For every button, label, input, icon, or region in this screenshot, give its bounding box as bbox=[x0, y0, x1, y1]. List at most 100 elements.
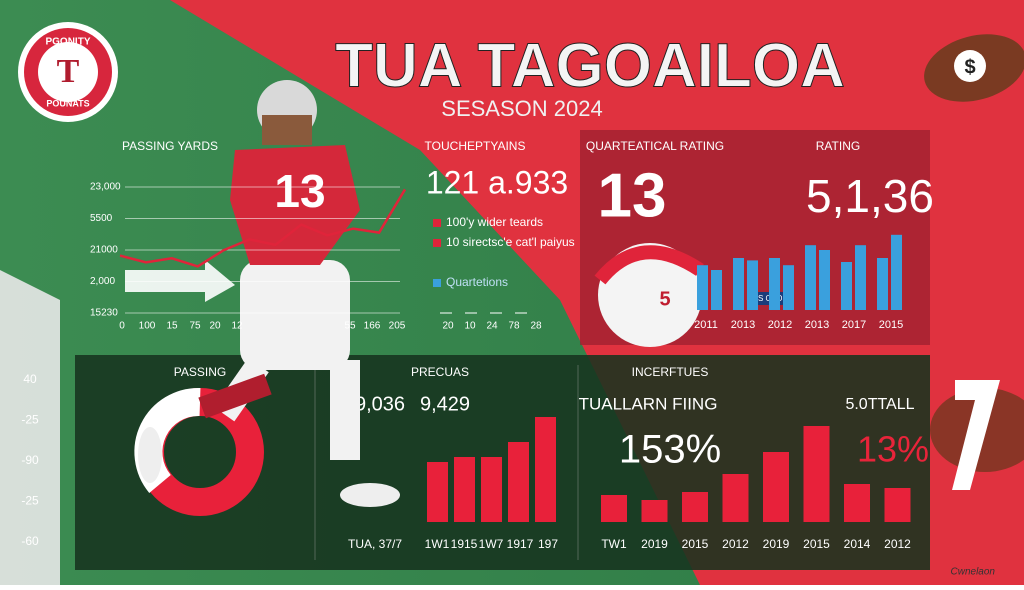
legend-swatch bbox=[433, 219, 441, 227]
bar bbox=[844, 484, 870, 522]
bar bbox=[805, 245, 816, 310]
football-2 bbox=[930, 380, 1024, 490]
legend-swatch bbox=[433, 279, 441, 287]
label: 15 bbox=[166, 321, 178, 332]
label: 2013 bbox=[731, 319, 755, 331]
bar bbox=[481, 457, 502, 522]
bar bbox=[733, 258, 744, 310]
svg-text:$: $ bbox=[964, 56, 975, 78]
logo: PGONITY T POUNATS bbox=[18, 22, 118, 122]
panel-label: TOUCHEPTYAINS bbox=[425, 139, 526, 153]
bar bbox=[601, 495, 627, 522]
big-number: 5,1,36 bbox=[806, 170, 934, 222]
label: 10 bbox=[464, 321, 476, 332]
bar bbox=[747, 260, 758, 310]
label: 5500 bbox=[90, 213, 113, 224]
subtitle: SESASON 2024 bbox=[441, 96, 602, 121]
bar bbox=[783, 265, 794, 310]
label: 2011 bbox=[694, 319, 718, 331]
bar bbox=[641, 500, 668, 522]
left-stripe bbox=[0, 270, 60, 585]
label: 166 bbox=[364, 321, 381, 332]
label: -25 bbox=[21, 494, 39, 508]
legend-swatch bbox=[433, 239, 441, 247]
number: 9,036 bbox=[355, 393, 405, 415]
label: 0 bbox=[119, 321, 125, 332]
label: 100'y wider teards bbox=[446, 215, 543, 229]
label: 2012 bbox=[722, 537, 749, 551]
label: 2013 bbox=[805, 319, 829, 331]
bar bbox=[769, 258, 780, 310]
bar bbox=[855, 245, 866, 310]
football: $ bbox=[924, 34, 1024, 102]
panel-label: INCERFTUES bbox=[632, 365, 709, 379]
panel-label: RATING bbox=[816, 139, 860, 153]
label: 1W7 bbox=[479, 537, 504, 551]
bar bbox=[877, 258, 888, 310]
label: 2015 bbox=[803, 537, 830, 551]
label: -60 bbox=[21, 534, 39, 548]
bar bbox=[819, 250, 830, 310]
label: 23,000 bbox=[90, 182, 121, 193]
label: 75 bbox=[189, 321, 201, 332]
big-number: 13% bbox=[857, 429, 929, 470]
panel-label: QUARTEATICAL RATING bbox=[586, 139, 724, 153]
label: 2015 bbox=[879, 319, 903, 331]
bar bbox=[891, 234, 902, 310]
label: 1W1 bbox=[425, 537, 450, 551]
sub-label: TUALLARN FIING bbox=[579, 394, 718, 413]
bar bbox=[722, 474, 749, 522]
line bbox=[119, 188, 407, 268]
label: 20 bbox=[442, 321, 454, 332]
number: 9,429 bbox=[420, 393, 470, 415]
panel-label: PASSING bbox=[174, 365, 226, 379]
bar bbox=[427, 462, 448, 522]
label: 15230 bbox=[90, 308, 118, 319]
bar bbox=[763, 452, 789, 522]
label: 21000 bbox=[90, 245, 118, 256]
label: 2014 bbox=[844, 537, 871, 551]
label: -25 bbox=[21, 413, 39, 427]
big-number: 153% bbox=[619, 428, 721, 472]
label: 1917 bbox=[507, 537, 534, 551]
label: 100 bbox=[139, 321, 156, 332]
bar bbox=[841, 262, 852, 310]
signature: Cwnelaon bbox=[951, 567, 996, 578]
label: 24 bbox=[486, 321, 498, 332]
label: 40 bbox=[23, 372, 37, 386]
logo-letter: T bbox=[57, 53, 80, 90]
panel-label: PRECUAS bbox=[411, 365, 469, 379]
bar bbox=[884, 488, 911, 522]
label: 2012 bbox=[768, 319, 792, 331]
sub-label: 5.0TTALL bbox=[845, 396, 914, 413]
title: TUA TAGOAILOA bbox=[335, 31, 845, 100]
logo-bottom: POUNATS bbox=[46, 98, 89, 108]
label: Quartetions bbox=[446, 275, 508, 289]
panel-label: PASSING YARDS bbox=[122, 139, 218, 153]
player: 13 5 bbox=[138, 80, 704, 507]
logo-top: PGONITY bbox=[45, 37, 90, 48]
label: 20 bbox=[209, 321, 221, 332]
bar bbox=[454, 457, 475, 522]
label: TW1 bbox=[601, 537, 627, 551]
bar bbox=[682, 492, 708, 522]
label: 2,000 bbox=[90, 276, 115, 287]
label: 2015 bbox=[682, 537, 709, 551]
big-number: 121 a.933 bbox=[426, 164, 568, 200]
bar bbox=[803, 426, 830, 522]
label: 205 bbox=[389, 321, 406, 332]
label: TUA, 37/7 bbox=[348, 537, 402, 551]
bar bbox=[535, 417, 556, 522]
label: 10 sirectsc'e cat'l paiyus bbox=[446, 235, 575, 249]
label: 1915 bbox=[451, 537, 478, 551]
helmet-number: 5 bbox=[659, 288, 670, 310]
label: -90 bbox=[21, 453, 39, 467]
label: 2019 bbox=[641, 537, 668, 551]
bar bbox=[711, 270, 722, 310]
label: 2019 bbox=[763, 537, 790, 551]
label: 78 bbox=[508, 321, 520, 332]
jersey-number: 13 bbox=[274, 165, 325, 217]
label: 2017 bbox=[842, 319, 866, 331]
label: 197 bbox=[538, 537, 558, 551]
